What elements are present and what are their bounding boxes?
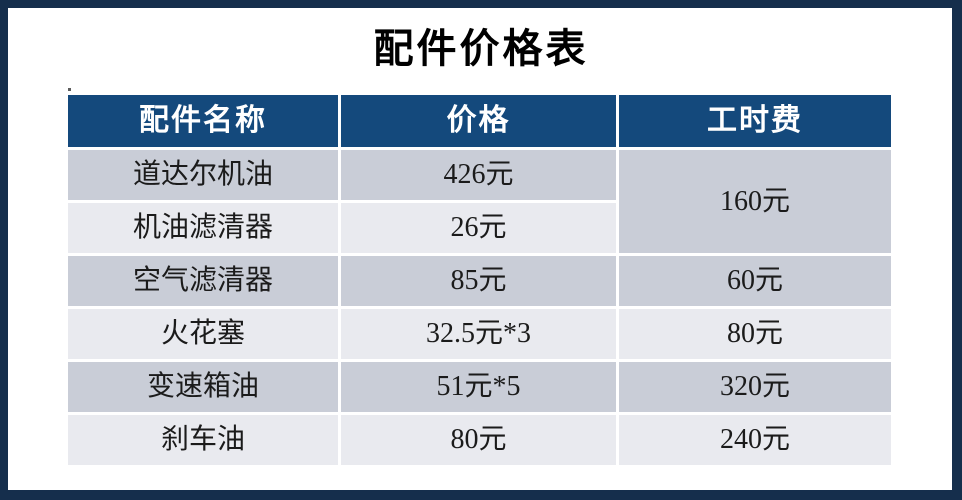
header-price: 价格 <box>341 95 616 147</box>
table-cell-labor: 240元 <box>618 415 891 465</box>
table-cell-labor: 60元 <box>618 256 891 306</box>
table-cell-name: 空气滤清器 <box>68 256 339 306</box>
table-cell-price: 51元*5 <box>341 362 616 412</box>
table-cell-price: 26元 <box>341 203 616 253</box>
header-part-name: 配件名称 <box>68 95 339 147</box>
table-cell-labor: 80元 <box>618 309 891 359</box>
parts-price-table: 配件名称 价格 工时费 道达尔机油 426元 160元 机油滤清器 26元 空气… <box>68 95 891 466</box>
stray-dot-mark <box>68 88 71 91</box>
table-cell-name: 刹车油 <box>68 415 339 465</box>
table-cell-name: 变速箱油 <box>68 362 339 412</box>
table-cell-price: 85元 <box>341 256 616 306</box>
table-cell-price: 80元 <box>341 415 616 465</box>
table-cell-name: 道达尔机油 <box>68 150 339 200</box>
table-cell-labor: 320元 <box>618 362 891 412</box>
table-cell-price: 426元 <box>341 150 616 200</box>
table-cell-price: 32.5元*3 <box>341 309 616 359</box>
header-labor-fee: 工时费 <box>618 95 891 147</box>
page-title: 配件价格表 <box>373 26 589 71</box>
table-cell-name: 机油滤清器 <box>68 203 339 253</box>
table-cell-name: 火花塞 <box>68 309 339 359</box>
table-cell-labor-merged: 160元 <box>618 150 891 253</box>
